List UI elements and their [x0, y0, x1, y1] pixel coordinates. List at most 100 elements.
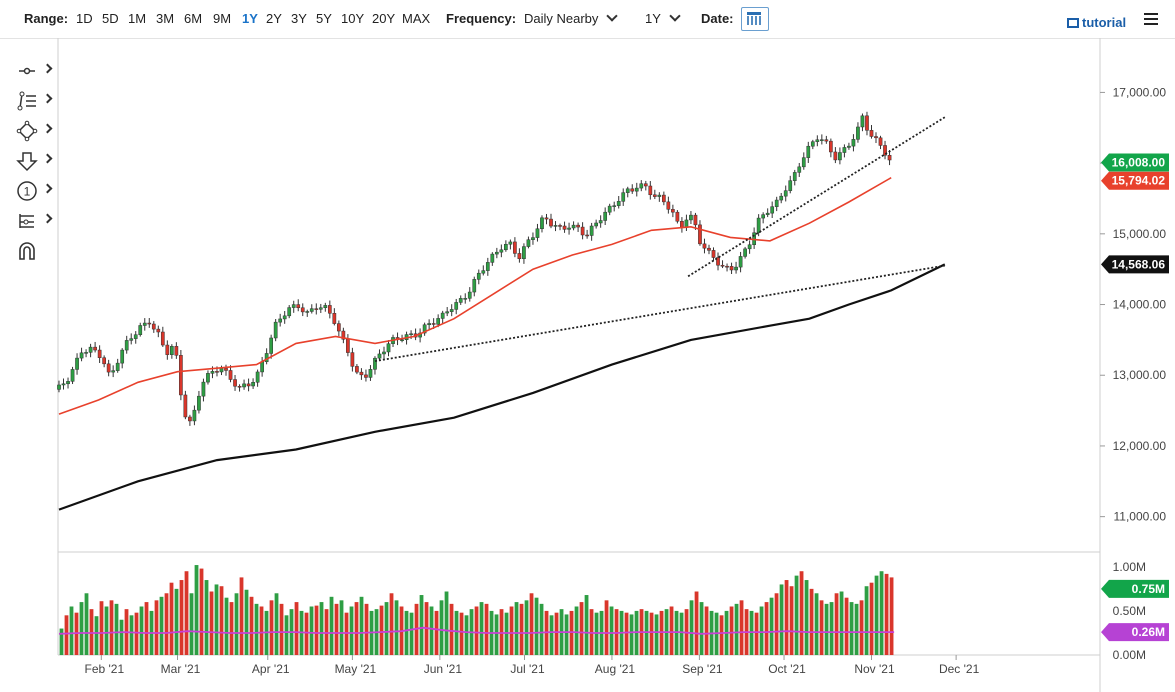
candle: [93, 346, 97, 351]
candle: [485, 262, 490, 271]
candle: [783, 190, 788, 197]
candle: [282, 315, 287, 320]
volume-tick-label: 0.00M: [1113, 648, 1146, 662]
candle: [337, 323, 341, 332]
frequency-select[interactable]: Daily Nearby: [524, 10, 619, 26]
volume-bar: [579, 602, 584, 655]
volume-bar: [879, 571, 884, 655]
candle: [801, 157, 806, 168]
film-icon: [1067, 18, 1079, 28]
volume-bar: [524, 600, 529, 655]
volume-bar: [829, 602, 834, 655]
period-select[interactable]: 1Y: [645, 10, 681, 26]
tutorial-link[interactable]: tutorial: [1067, 15, 1126, 30]
arrow-tool[interactable]: [14, 148, 54, 174]
number-marker-tool-icon: 1: [17, 181, 37, 201]
volume-bar: [864, 586, 869, 655]
candle: [160, 331, 165, 346]
candle: [273, 321, 278, 339]
line-tool[interactable]: [14, 58, 54, 84]
range-button-1y[interactable]: 1Y: [242, 11, 258, 26]
volume-bar: [189, 593, 194, 655]
candle: [386, 343, 391, 353]
candle: [323, 305, 328, 308]
shape-tool[interactable]: [14, 118, 54, 144]
volume-bar: [854, 603, 859, 655]
candle: [770, 206, 775, 214]
volume-tick-label: 1.00M: [1113, 560, 1146, 574]
range-button-3m[interactable]: 3M: [156, 11, 175, 26]
candle: [75, 357, 79, 370]
candle: [707, 247, 711, 251]
chevron-down-icon: [669, 10, 681, 22]
x-tick-label: May '21: [335, 662, 377, 676]
hamburger-menu-icon[interactable]: [1144, 13, 1158, 25]
number-marker-tool[interactable]: 1: [14, 178, 54, 204]
calendar-icon[interactable]: [741, 7, 769, 31]
volume-tick-label: 0.50M: [1113, 604, 1146, 618]
volume-bar: [699, 602, 704, 655]
magnet-tool[interactable]: [14, 238, 54, 264]
range-button-2y[interactable]: 2Y: [266, 11, 282, 26]
candle: [102, 357, 106, 365]
candle: [260, 361, 264, 373]
volume-bar: [454, 610, 459, 655]
volume-bar: [69, 606, 74, 655]
candle: [869, 130, 874, 137]
candle: [305, 311, 310, 313]
volume-bar: [159, 596, 164, 655]
candle: [382, 351, 386, 355]
candle: [779, 195, 784, 201]
candle: [729, 266, 734, 271]
volume-bar: [689, 600, 694, 655]
fibonacci-tool[interactable]: [14, 88, 54, 114]
measure-tool[interactable]: [14, 208, 54, 234]
price-chart[interactable]: 11,000.00 12,000.00 13,000.00 14,000.00 15,0…: [0, 38, 1175, 692]
volume-bar: [574, 606, 579, 655]
volume-bar: [79, 602, 84, 655]
candle: [630, 188, 635, 192]
candle: [842, 147, 847, 153]
candle: [639, 183, 644, 189]
range-button-10y[interactable]: 10Y: [341, 11, 365, 26]
range-button-5y[interactable]: 5Y: [316, 11, 332, 26]
candle: [327, 305, 332, 314]
volume-bar: [364, 603, 369, 655]
candle: [585, 234, 589, 237]
range-button-9m[interactable]: 9M: [213, 11, 232, 26]
volume-bar: [209, 591, 214, 655]
candle: [598, 220, 603, 224]
candle: [540, 217, 544, 230]
candle: [765, 212, 770, 215]
candle: [815, 139, 820, 142]
range-button-max[interactable]: MAX: [402, 11, 431, 26]
x-tick-label: Jun '21: [424, 662, 463, 676]
period-value: 1Y: [645, 11, 661, 26]
toolbar: Range: 1D 5D 1M 3M 6M 9M 1Y 2Y 3Y 5Y 10Y 20Y MAX Fre…: [0, 0, 1175, 39]
candle: [734, 266, 738, 271]
candle: [472, 279, 477, 293]
trendline-1: [374, 264, 945, 362]
volume-bar: [84, 593, 89, 655]
y-tick-label: 15,000.00: [1113, 227, 1167, 241]
range-button-1m[interactable]: 1M: [128, 11, 147, 26]
volume-bar: [99, 601, 104, 655]
range-button-3y[interactable]: 3Y: [291, 11, 307, 26]
volume-bar: [89, 609, 94, 655]
candle: [648, 185, 653, 196]
candle: [531, 237, 535, 240]
range-button-5d[interactable]: 5D: [102, 11, 119, 26]
candle: [332, 313, 337, 324]
range-button-20y[interactable]: 20Y: [372, 11, 396, 26]
volume-bar: [494, 614, 499, 655]
candle: [806, 145, 811, 158]
volume-bar: [694, 591, 699, 655]
range-button-1d[interactable]: 1D: [76, 11, 93, 26]
candle: [860, 115, 865, 128]
candle: [359, 371, 364, 376]
candle: [427, 323, 431, 326]
candle: [544, 217, 549, 220]
range-button-6m[interactable]: 6M: [184, 11, 203, 26]
volume-bar: [584, 595, 589, 655]
last-price-badge: [1101, 153, 1169, 172]
